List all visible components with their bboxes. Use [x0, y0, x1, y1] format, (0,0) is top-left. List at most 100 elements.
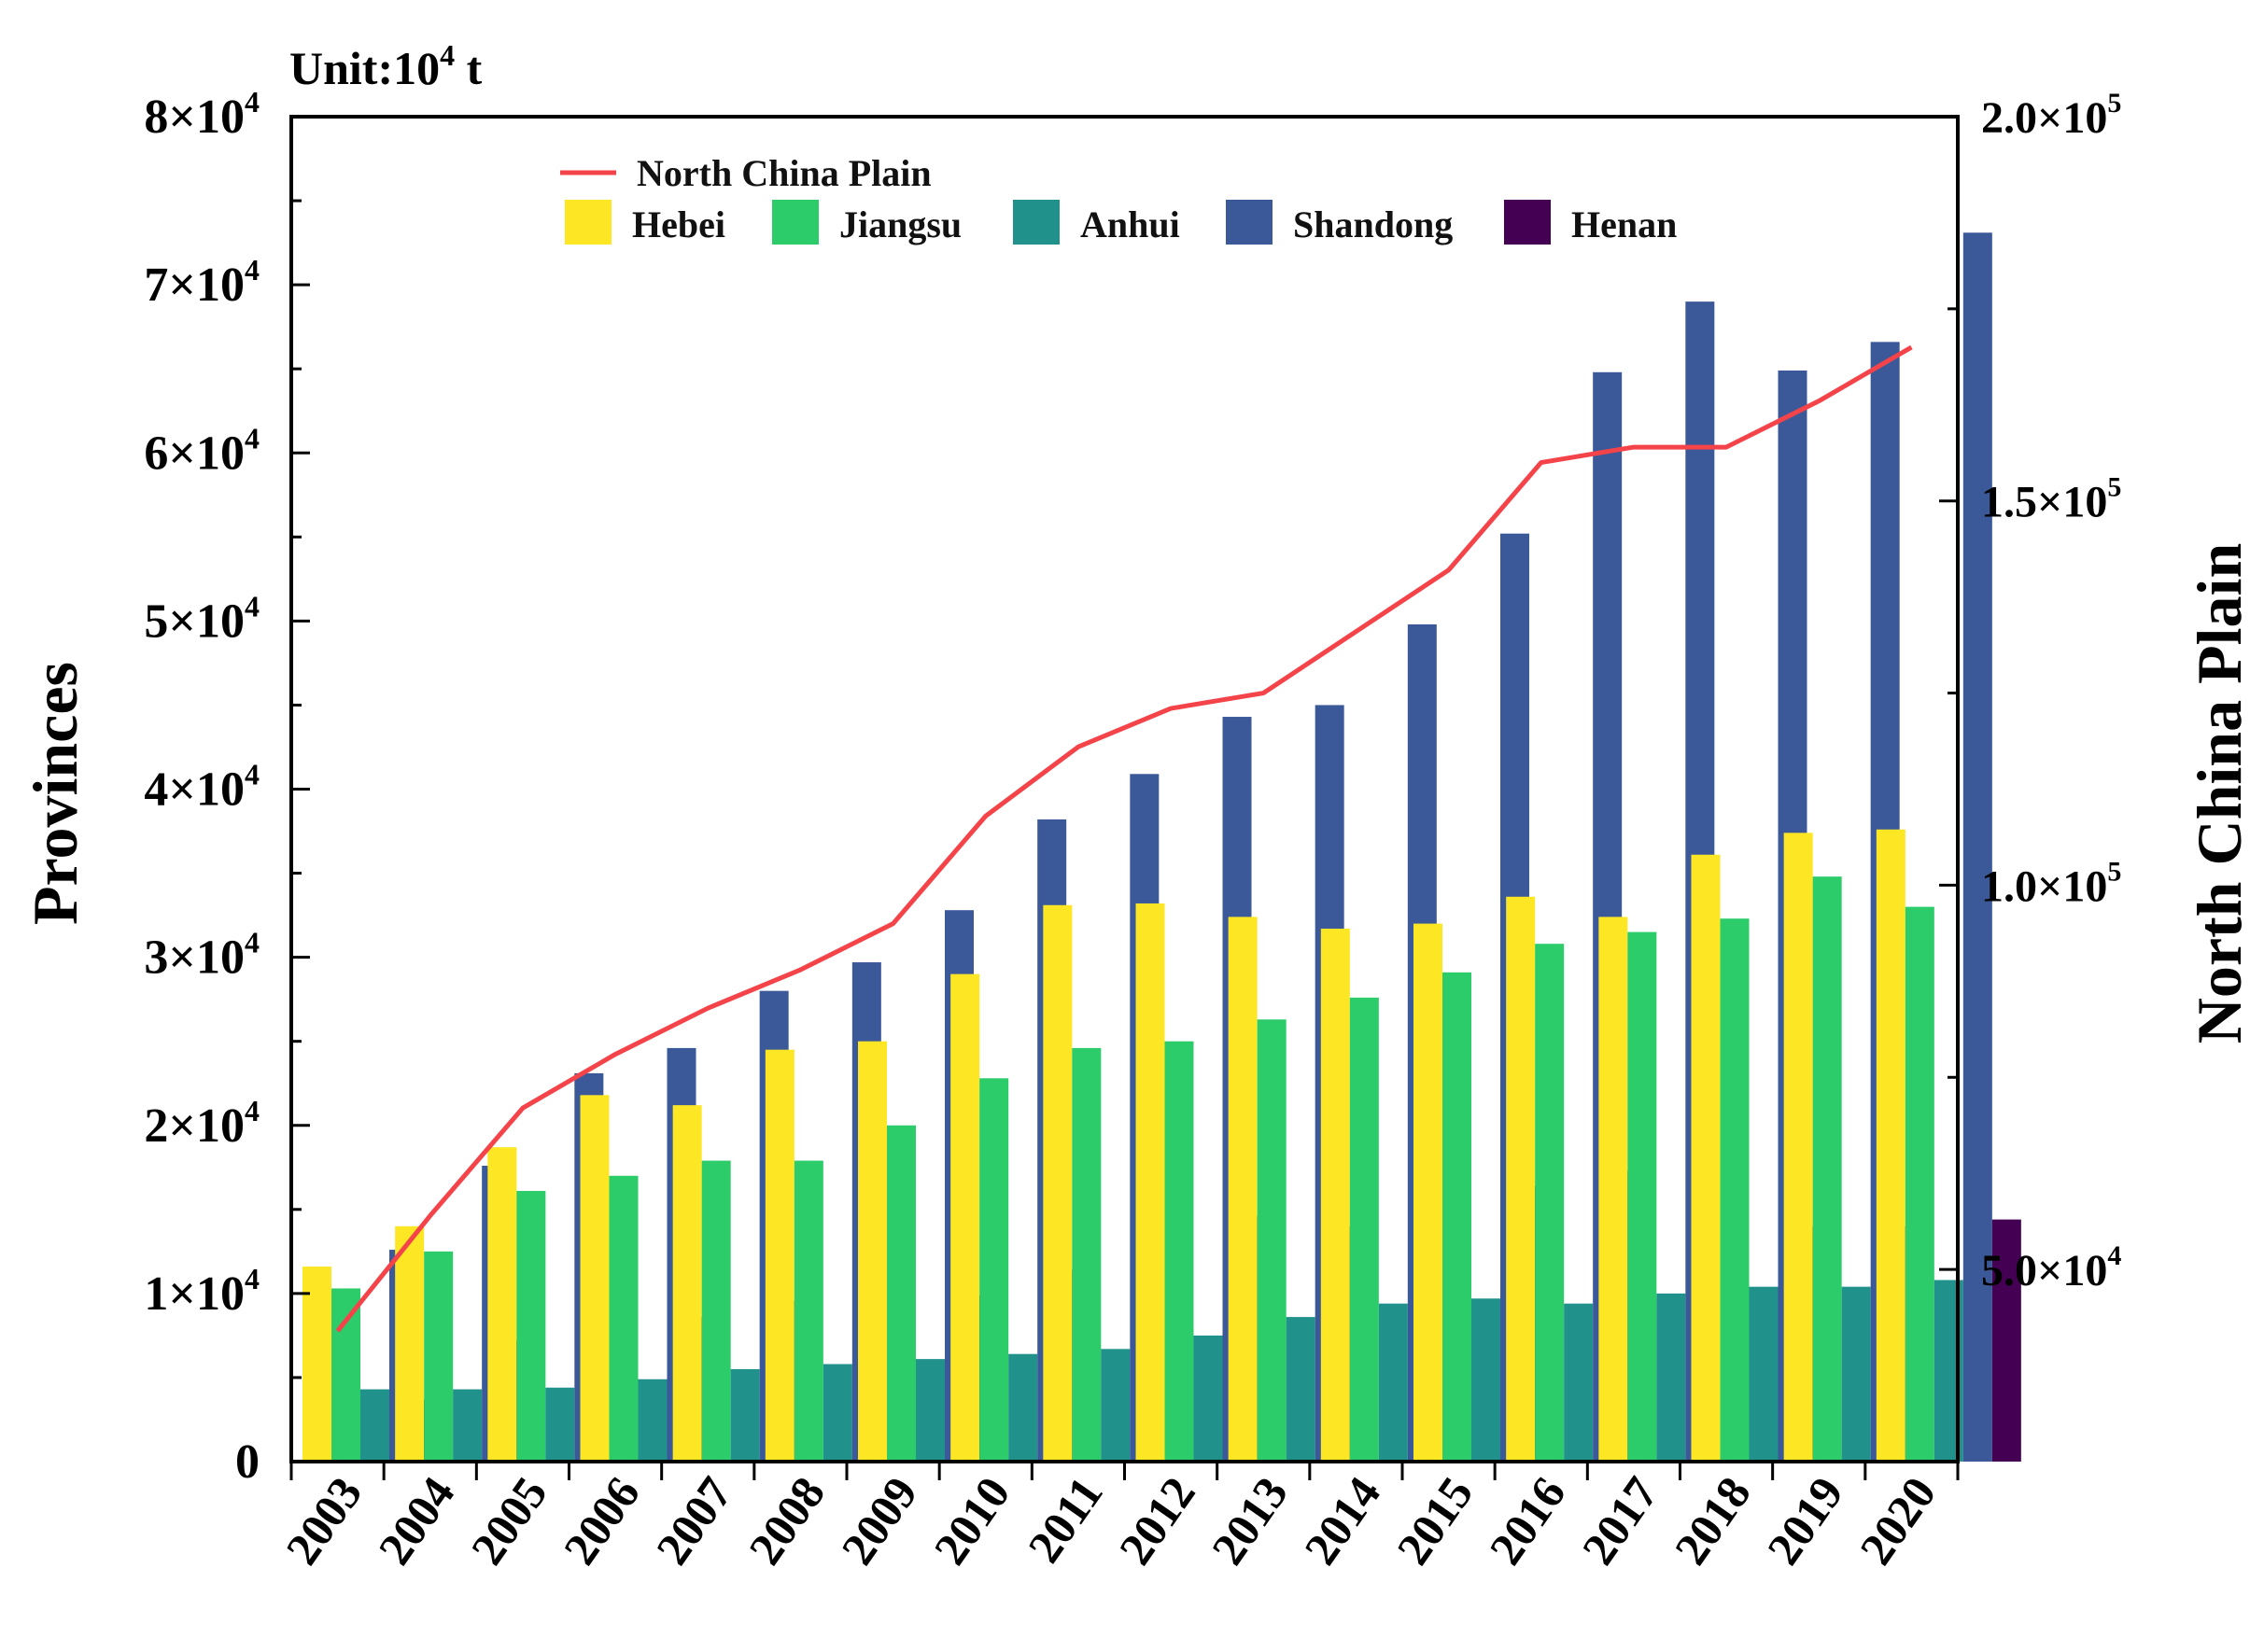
right-axis-title: North China Plain: [2184, 543, 2255, 1044]
right-tick-label: 2.0×105: [1981, 88, 2121, 143]
bar-anhui-2012: [1193, 1335, 1223, 1462]
legend-swatch-henan: [1504, 200, 1551, 245]
x-tick-label: 2004: [368, 1467, 464, 1574]
bar-hebei-2006: [580, 1095, 610, 1462]
bar-anhui-2009: [916, 1359, 945, 1462]
bar-anhui-2004: [453, 1389, 483, 1462]
unit-suffix: t: [455, 42, 483, 94]
bar-jiangsu-2015: [1442, 972, 1471, 1462]
bar-jiangsu-2013: [1257, 1019, 1287, 1462]
unit-sup: 4: [440, 38, 455, 72]
bar-anhui-2013: [1286, 1317, 1315, 1462]
x-tick-label: 2003: [275, 1467, 372, 1574]
bar-hebei-2018: [1691, 854, 1721, 1462]
bar-hebei-2019: [1783, 833, 1813, 1462]
bar-hebei-2007: [672, 1105, 702, 1462]
bar-henan-2020: [1991, 1219, 2021, 1462]
x-tick-label: 2019: [1757, 1467, 1853, 1574]
left-tick-label: 2×104: [144, 1094, 260, 1153]
x-tick-label: 2007: [646, 1467, 742, 1574]
bar-jiangsu-2003: [331, 1288, 360, 1462]
bar-jiangsu-2005: [516, 1190, 546, 1462]
bar-jiangsu-2020: [1905, 906, 1934, 1462]
x-tick-label: 2010: [923, 1467, 1020, 1574]
x-tick-label: 2016: [1479, 1467, 1575, 1574]
bar-anhui-2010: [1008, 1353, 1038, 1462]
bar-jiangsu-2004: [424, 1251, 454, 1462]
left-tick-label: 5×104: [144, 589, 260, 648]
legend-label-anhui: Anhui: [1080, 203, 1180, 245]
bar-hebei-2020: [1876, 829, 1905, 1462]
x-axis: 2003200420052006200720082009201020112012…: [275, 1462, 1960, 1574]
bar-jiangsu-2008: [794, 1160, 823, 1462]
bar-anhui-2011: [1101, 1349, 1131, 1462]
legend-swatch-hebei: [565, 200, 612, 245]
legend-swatch-shandong: [1226, 200, 1273, 245]
legend-swatch-jiangsu: [772, 200, 819, 245]
line-north-china-plain: [335, 344, 1913, 1333]
bar-jiangsu-2019: [1812, 876, 1842, 1462]
bar-anhui-2014: [1378, 1303, 1408, 1462]
bar-hebei-2010: [950, 973, 980, 1462]
bar-jiangsu-2016: [1535, 944, 1565, 1462]
legend-label-henan: Henan: [1571, 203, 1677, 245]
x-tick-label: 2011: [1018, 1467, 1113, 1572]
left-axis-title: Provinces: [20, 662, 91, 925]
bar-hebei-2015: [1413, 923, 1442, 1462]
right-tick-label: 1.0×105: [1981, 856, 2121, 911]
bar-anhui-2007: [730, 1368, 760, 1462]
left-axis: 0 1×104 2×104 3×104 4×104 5×104 6×104 7×104 8×10…: [144, 85, 310, 1489]
bar-jiangsu-2018: [1720, 918, 1750, 1462]
x-tick-label: 2020: [1849, 1467, 1946, 1574]
left-tick-label: 3×104: [144, 926, 260, 985]
bar-hebei-2008: [765, 1049, 795, 1462]
bar-anhui-2019: [1841, 1286, 1871, 1462]
legend-swatch-anhui: [1013, 200, 1060, 245]
bar-hebei-2004: [395, 1225, 425, 1462]
x-tick-label: 2018: [1665, 1467, 1761, 1574]
x-tick-label: 2006: [554, 1467, 650, 1574]
bar-jiangsu-2014: [1349, 997, 1379, 1462]
x-tick-label: 2013: [1202, 1467, 1298, 1574]
bar-jiangsu-2007: [701, 1160, 731, 1462]
unit-label: Unit:104 t: [289, 38, 483, 94]
legend-label-shandong: Shandong: [1293, 203, 1453, 245]
bar-anhui-2008: [823, 1364, 852, 1462]
bar-hebei-2016: [1506, 896, 1536, 1462]
legend: North China Plain Hebei Jiangsu Anhui Shando…: [560, 152, 1677, 245]
bars-layer: [302, 232, 2021, 1463]
bar-hebei-2017: [1598, 917, 1628, 1462]
bar-jiangsu-2010: [979, 1078, 1009, 1462]
bar-anhui-2006: [638, 1379, 668, 1462]
bar-anhui-2017: [1656, 1293, 1686, 1462]
x-tick-label: 2017: [1571, 1467, 1667, 1574]
right-tick-label: 5.0×104: [1981, 1240, 2121, 1295]
line-layer: [335, 344, 1913, 1333]
x-tick-label: 2005: [460, 1467, 556, 1574]
bar-hebei-2005: [487, 1147, 517, 1462]
x-tick-label: 2014: [1294, 1467, 1390, 1574]
bar-anhui-2016: [1564, 1303, 1594, 1462]
bar-jiangsu-2009: [887, 1125, 916, 1462]
left-tick-label: 0: [235, 1435, 260, 1489]
bar-hebei-2012: [1135, 903, 1165, 1462]
bar-hebei-2003: [302, 1267, 331, 1462]
left-tick-label: 6×104: [144, 421, 260, 480]
bar-anhui-2005: [545, 1387, 575, 1462]
bar-jiangsu-2017: [1627, 931, 1657, 1462]
bar-jiangsu-2011: [1072, 1047, 1102, 1462]
x-tick-label: 2008: [738, 1467, 835, 1574]
x-tick-label: 2012: [1109, 1467, 1205, 1574]
bar-shandong-2020: [1962, 232, 1992, 1462]
left-tick-label: 1×104: [144, 1262, 260, 1321]
bar-anhui-2015: [1471, 1298, 1500, 1462]
left-tick-label: 8×104: [144, 85, 260, 144]
legend-label-north-china-plain: North China Plain: [637, 152, 932, 194]
left-tick-label: 4×104: [144, 758, 260, 817]
bar-jiangsu-2006: [609, 1175, 639, 1462]
bar-hebei-2011: [1043, 904, 1073, 1462]
bar-hebei-2009: [858, 1041, 887, 1462]
right-tick-label: 1.5×105: [1981, 472, 2121, 527]
bar-hebei-2014: [1320, 929, 1350, 1462]
